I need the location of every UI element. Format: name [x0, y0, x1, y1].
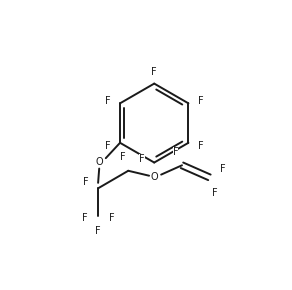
Text: F: F — [139, 154, 145, 164]
Text: F: F — [212, 188, 218, 198]
Text: F: F — [105, 96, 111, 106]
Text: F: F — [105, 141, 111, 151]
Text: F: F — [120, 152, 126, 162]
Text: F: F — [198, 96, 203, 106]
Text: O: O — [95, 157, 103, 167]
Text: F: F — [81, 213, 87, 224]
Text: F: F — [220, 164, 225, 174]
Text: F: F — [198, 141, 203, 151]
Text: F: F — [95, 226, 101, 235]
Text: F: F — [83, 177, 89, 187]
Text: F: F — [109, 213, 115, 224]
Text: F: F — [173, 147, 178, 157]
Text: O: O — [151, 172, 158, 182]
Text: F: F — [152, 66, 157, 77]
